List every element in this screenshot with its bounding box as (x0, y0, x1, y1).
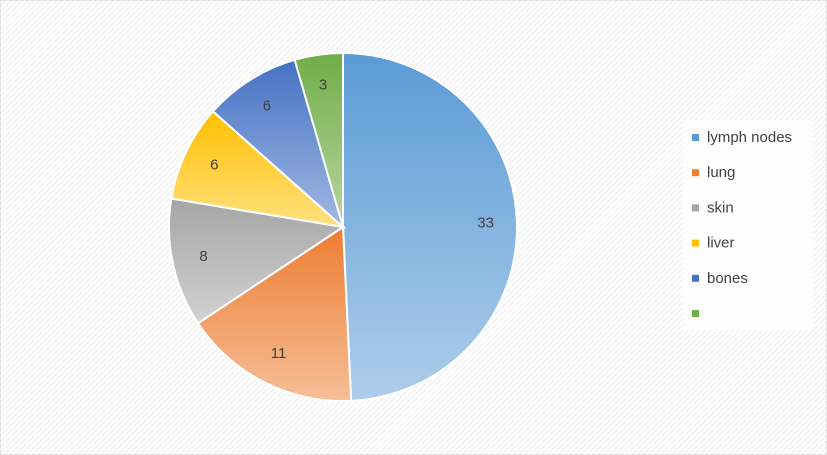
legend-box (683, 120, 813, 330)
data-label: 8 (199, 248, 207, 265)
legend-label: liver (707, 235, 735, 252)
legend-swatch (692, 204, 699, 212)
data-label: 3 (319, 77, 327, 94)
legend-swatch (692, 169, 699, 177)
pie-slice (196, 225, 353, 402)
legend-swatch (692, 310, 699, 317)
data-label: 6 (263, 97, 271, 114)
data-label: 33 (477, 215, 494, 232)
legend-label: skin (707, 199, 734, 216)
pie-slice (293, 51, 344, 228)
legend-label: bones (707, 270, 748, 287)
data-label: 6 (210, 156, 218, 173)
pie-slice (168, 197, 346, 325)
data-label: 11 (271, 345, 287, 362)
legend-swatch (692, 134, 699, 141)
legend-label: lung (707, 164, 735, 181)
pie-slice (211, 58, 345, 231)
legend-swatch (692, 239, 699, 247)
pie-slice (342, 51, 518, 402)
legend-swatch (692, 274, 699, 282)
legend-label: lymph nodes (707, 129, 792, 146)
pie-slice (170, 109, 347, 229)
